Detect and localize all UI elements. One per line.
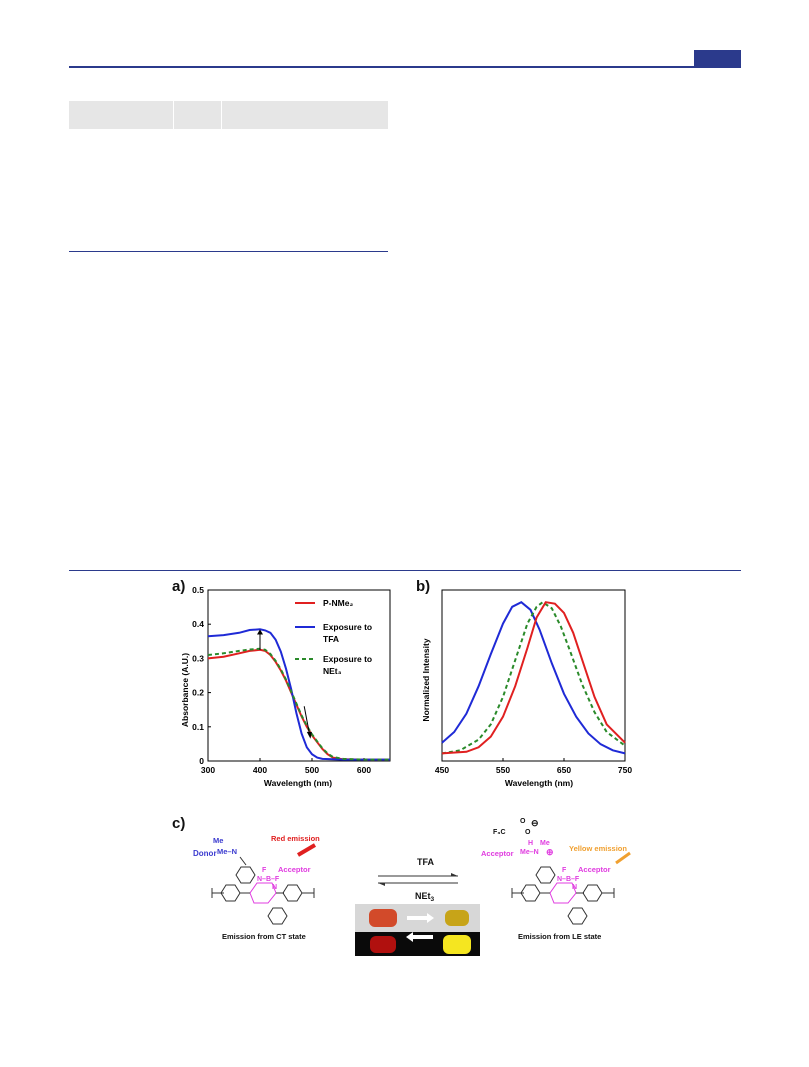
left-f-label: F [262, 867, 267, 874]
left-red-emission-stroke [296, 843, 317, 857]
right-yellow-emission-label: Yellow emission [569, 844, 627, 853]
chart-b-ylabel: Normalized Intensity [421, 638, 431, 721]
chart-b-emission: Normalized Intensity Wavelength (nm) 450… [421, 589, 632, 788]
arrow-left-icon [413, 935, 433, 939]
x-tick-label: 600 [357, 765, 371, 775]
arrow-right-icon [407, 916, 429, 920]
red-film-uv [370, 936, 396, 953]
table-header-band [69, 101, 388, 129]
plot-frame [441, 589, 626, 762]
arrow-net3-sub: 3 [431, 896, 435, 903]
photo-daylight [355, 904, 480, 932]
arrow-left-head-icon [406, 932, 413, 942]
chart-a-absorbance: Absorbance (A.U.) Wavelength (nm) 300 400… [180, 585, 391, 788]
series-line-1 [441, 600, 626, 755]
y-tick-label: 0.3 [192, 653, 204, 663]
right-yellow-emission-stroke [615, 851, 631, 865]
left-me-label: Me [213, 836, 223, 845]
left-n-label: N [272, 884, 277, 891]
table-bottom-rule [69, 251, 388, 252]
right-minus-label: ⊖ [531, 818, 539, 828]
legend-label-0: P-NMe₂ [323, 598, 353, 608]
table-column-divider [221, 101, 222, 129]
x-tick-label: 300 [201, 765, 215, 775]
panel-label-a: a) [172, 578, 186, 595]
x-tick-label: 650 [557, 765, 571, 775]
left-phenyl-left [220, 884, 241, 902]
series-line-2 [207, 647, 390, 761]
yellow-film-daylight [445, 910, 469, 926]
x-tick-label: 500 [305, 765, 319, 775]
yellow-film-uv [443, 935, 471, 954]
x-tick-label: 550 [496, 765, 510, 775]
left-nbf-label: N–B–F [257, 876, 280, 883]
down-arrow-head-icon [306, 731, 312, 739]
left-acceptor-label: Acceptor [278, 865, 311, 874]
series-line-1 [207, 628, 390, 761]
table-column-divider [173, 101, 174, 129]
left-aryl-ring [235, 866, 256, 884]
chart-a-ylabel: Absorbance (A.U.) [180, 653, 190, 727]
right-o-label: O [525, 829, 531, 836]
left-me-n-label: Me–N [217, 847, 237, 856]
right-me-label: Me [540, 840, 550, 847]
left-caption: Emission from CT state [222, 932, 306, 941]
x-tick-label: 750 [618, 765, 632, 775]
right-molecule: O F₃C O ⊖ H Me Me–N ⊕ Acceptor Yellow em… [481, 818, 631, 941]
x-tick-label: 450 [435, 765, 449, 775]
right-f3c-label: F₃C [493, 829, 506, 836]
right-f-label: F [562, 867, 567, 874]
right-phenyl-right [582, 884, 603, 902]
left-phenyl-bottom [267, 907, 288, 925]
right-o-top-label: O [520, 818, 526, 825]
right-aryl-ring [535, 866, 556, 884]
chart-b-xlabel: Wavelength (nm) [505, 778, 573, 788]
arrow-tfa-label: TFA [417, 857, 434, 867]
left-molecule: Me Me–N Donor Red emission Acceptor F N–… [193, 834, 320, 941]
left-red-emission-label: Red emission [271, 834, 320, 843]
right-plus-label: ⊕ [546, 847, 554, 857]
series-line-0 [207, 648, 390, 761]
chart-a-xlabel: Wavelength (nm) [264, 778, 332, 788]
legend-label-2: Exposure to [323, 654, 372, 664]
down-arrow-icon [303, 706, 310, 734]
right-acceptor-left-label: Acceptor [481, 849, 514, 858]
right-phenyl-bottom [567, 907, 588, 925]
scheme-c: Me Me–N Donor Red emission Acceptor F N–… [193, 818, 631, 941]
header-rule [69, 66, 741, 68]
y-tick-label: 0.5 [192, 585, 204, 595]
equilibrium-arrows: TFA NEt3 [378, 857, 458, 903]
x-tick-label: 400 [253, 765, 267, 775]
film-photographs [355, 904, 480, 956]
header-tab [694, 50, 741, 66]
left-phenyl-right [282, 884, 303, 902]
up-arrow-head-icon [257, 629, 263, 635]
panel-label-b: b) [416, 578, 431, 595]
y-tick-label: 0.2 [192, 688, 204, 698]
legend-label-1: TFA [323, 634, 339, 644]
y-tick-label: 0 [199, 756, 204, 766]
right-phenyl-left [520, 884, 541, 902]
panel-label-c: c) [172, 815, 186, 832]
y-tick-label: 0.1 [192, 722, 204, 732]
right-caption: Emission from LE state [518, 932, 601, 941]
red-film-daylight [369, 909, 397, 927]
right-n-label: N [572, 884, 577, 891]
y-tick-label: 0.4 [192, 619, 204, 629]
right-nbf-label: N–B–F [557, 876, 580, 883]
figure-top-rule [69, 570, 741, 571]
right-h-label: H [528, 840, 533, 847]
series-line-0 [441, 601, 626, 755]
arrow-net3-main: NEt [415, 891, 431, 901]
arrow-net3-label: NEt3 [415, 891, 435, 903]
legend-label-1: Exposure to [323, 622, 372, 632]
photo-uv [355, 932, 480, 956]
plot-frame [207, 589, 391, 762]
left-donor-label: Donor [193, 849, 217, 858]
series-line-2 [441, 601, 626, 755]
arrow-right-head-icon [427, 913, 434, 923]
legend-label-2: NEt₃ [323, 666, 342, 676]
right-me-n-label: Me–N [520, 849, 539, 856]
right-acceptor-right-label: Acceptor [578, 865, 611, 874]
